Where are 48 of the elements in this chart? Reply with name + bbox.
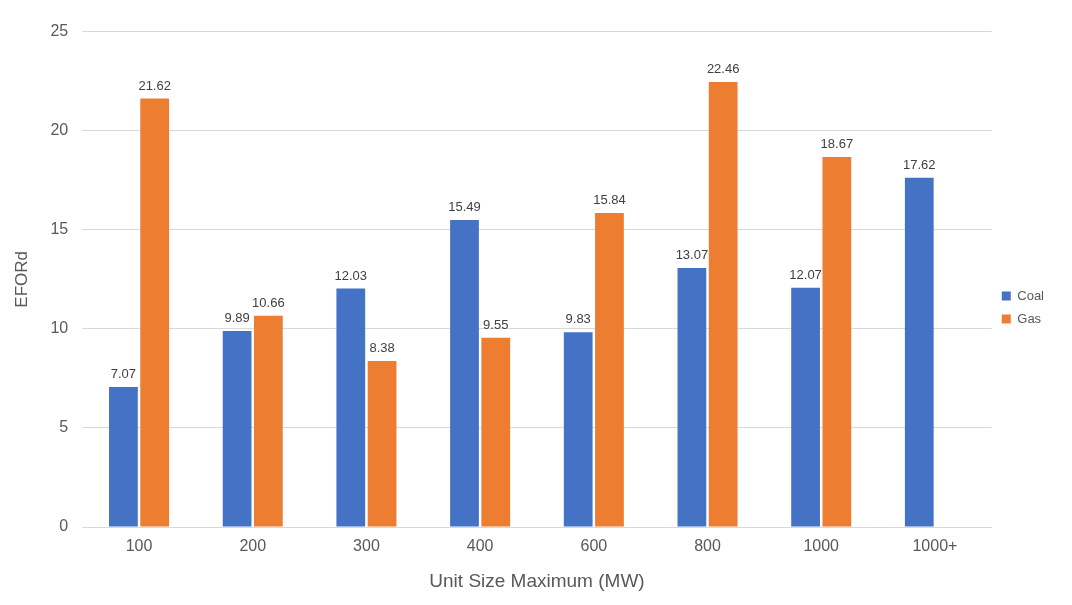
bar bbox=[450, 220, 479, 527]
bar bbox=[563, 332, 593, 527]
x-tick-label: 600 bbox=[580, 537, 608, 555]
bar bbox=[109, 386, 138, 527]
y-tick-label: 0 bbox=[59, 517, 69, 535]
bar bbox=[140, 98, 170, 527]
x-tick-label: 200 bbox=[239, 537, 267, 555]
y-tick-label: 20 bbox=[50, 121, 69, 139]
data-label: 7.07 bbox=[110, 365, 137, 381]
x-tick-label: 1000+ bbox=[912, 537, 958, 555]
x-tick-label: 400 bbox=[466, 537, 494, 555]
legend-label: Coal bbox=[1017, 287, 1045, 303]
x-tick-label: 800 bbox=[694, 537, 721, 555]
y-tick-label: 10 bbox=[50, 319, 69, 337]
bar bbox=[222, 331, 252, 527]
bar bbox=[822, 157, 852, 527]
data-label: 21.62 bbox=[138, 77, 171, 93]
x-tick-label: 1000 bbox=[803, 537, 840, 555]
bar bbox=[481, 337, 511, 527]
data-label: 9.89 bbox=[224, 310, 250, 326]
bar bbox=[367, 360, 397, 527]
y-axis-title: EFORd bbox=[11, 250, 31, 308]
bar bbox=[253, 315, 283, 527]
y-tick-label: 15 bbox=[50, 220, 69, 238]
data-label: 15.84 bbox=[593, 192, 626, 208]
x-tick-label: 300 bbox=[353, 537, 380, 555]
data-label: 17.62 bbox=[903, 156, 936, 172]
data-label: 22.46 bbox=[706, 61, 740, 77]
bar bbox=[791, 287, 820, 527]
x-axis-title: Unit Size Maximum (MW) bbox=[429, 569, 645, 591]
y-tick-label: 25 bbox=[50, 22, 69, 40]
data-label: 10.66 bbox=[252, 294, 285, 310]
data-label: 8.38 bbox=[369, 340, 395, 356]
data-label: 9.55 bbox=[483, 316, 509, 332]
data-label: 15.49 bbox=[448, 199, 481, 215]
data-label: 12.03 bbox=[334, 267, 368, 283]
bar bbox=[904, 177, 934, 527]
data-label: 12.07 bbox=[789, 266, 822, 282]
data-label: 18.67 bbox=[820, 136, 854, 152]
bar bbox=[595, 213, 624, 527]
bar bbox=[336, 288, 366, 527]
legend-label: Gas bbox=[1017, 310, 1042, 326]
bar bbox=[677, 268, 707, 527]
data-label: 13.07 bbox=[675, 247, 709, 263]
bar bbox=[708, 81, 738, 527]
y-tick-label: 5 bbox=[59, 418, 69, 436]
data-label: 9.83 bbox=[565, 311, 591, 327]
x-tick-label: 100 bbox=[125, 537, 153, 555]
